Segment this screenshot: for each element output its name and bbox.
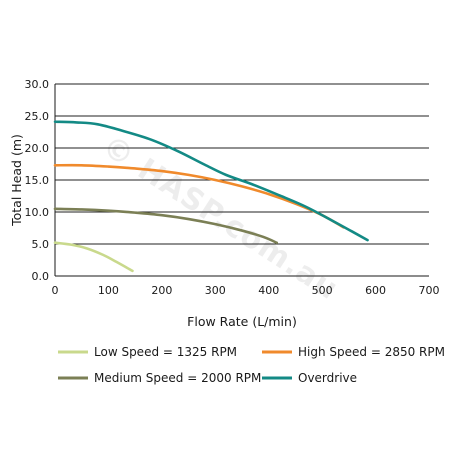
legend-label-overdrive: Overdrive	[298, 371, 357, 385]
y-tick-labels: 0.0 5.0 10.0 15.0 20.0 25.0 30.0	[25, 78, 50, 283]
x-tick-label: 200	[151, 284, 172, 297]
x-tick-label: 500	[312, 284, 333, 297]
legend-item-high-speed: High Speed = 2850 RPM	[262, 345, 445, 359]
y-tick-label: 5.0	[32, 238, 50, 251]
series-low-speed-line	[53, 241, 134, 273]
y-axis-title: Total Head (m)	[9, 134, 24, 227]
x-axis-title: Flow Rate (L/min)	[187, 314, 297, 329]
y-tick-label: 25.0	[25, 110, 50, 123]
series-medium-speed-line	[53, 207, 279, 245]
series-high-speed-line	[53, 163, 345, 229]
x-tick-label: 400	[258, 284, 279, 297]
legend-item-low-speed: Low Speed = 1325 RPM	[58, 345, 237, 359]
series-lines	[53, 120, 369, 273]
legend: Low Speed = 1325 RPM High Speed = 2850 R…	[58, 345, 445, 385]
x-tick-label: 300	[205, 284, 226, 297]
y-tick-label: 30.0	[25, 78, 50, 91]
y-tick-label: 20.0	[25, 142, 50, 155]
x-tick-label: 0	[52, 284, 59, 297]
legend-label-low-speed: Low Speed = 1325 RPM	[94, 345, 237, 359]
y-tick-label: 10.0	[25, 206, 50, 219]
legend-label-high-speed: High Speed = 2850 RPM	[298, 345, 445, 359]
legend-label-medium-speed: Medium Speed = 2000 RPM	[94, 371, 261, 385]
x-tick-labels: 0 100 200 300 400 500 600 700	[52, 284, 440, 297]
legend-item-overdrive: Overdrive	[262, 371, 357, 385]
x-tick-label: 600	[365, 284, 386, 297]
y-tick-label: 15.0	[25, 174, 50, 187]
legend-item-medium-speed: Medium Speed = 2000 RPM	[58, 371, 261, 385]
y-tick-label: 0.0	[32, 270, 50, 283]
series-overdrive-line	[53, 120, 369, 242]
x-tick-label: 700	[419, 284, 440, 297]
x-tick-label: 100	[98, 284, 119, 297]
